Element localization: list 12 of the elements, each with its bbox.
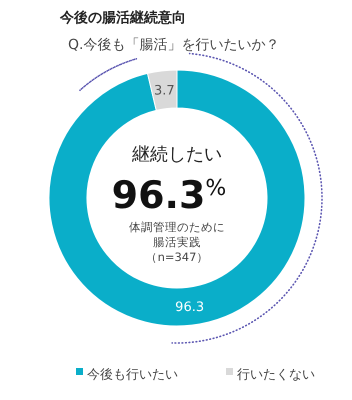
text: 腸活実践	[153, 235, 201, 249]
data-label: 3.7	[154, 83, 175, 98]
chart-subtitle: Q.今後も「腸活」を行いたいか？	[68, 37, 280, 53]
legend-label: 行いたくない	[237, 368, 315, 383]
text: 体調管理のために	[129, 220, 225, 234]
donut-slice	[48, 70, 306, 326]
data-label: 96.3	[175, 300, 204, 315]
text: 継続したい	[131, 144, 222, 165]
legend-label: 今後も行いたい	[87, 368, 178, 383]
text: （n=347）	[146, 250, 208, 264]
chart-title: 今後の腸活継続意向	[59, 9, 186, 26]
text: 96.3$^{%}$	[112, 173, 226, 217]
